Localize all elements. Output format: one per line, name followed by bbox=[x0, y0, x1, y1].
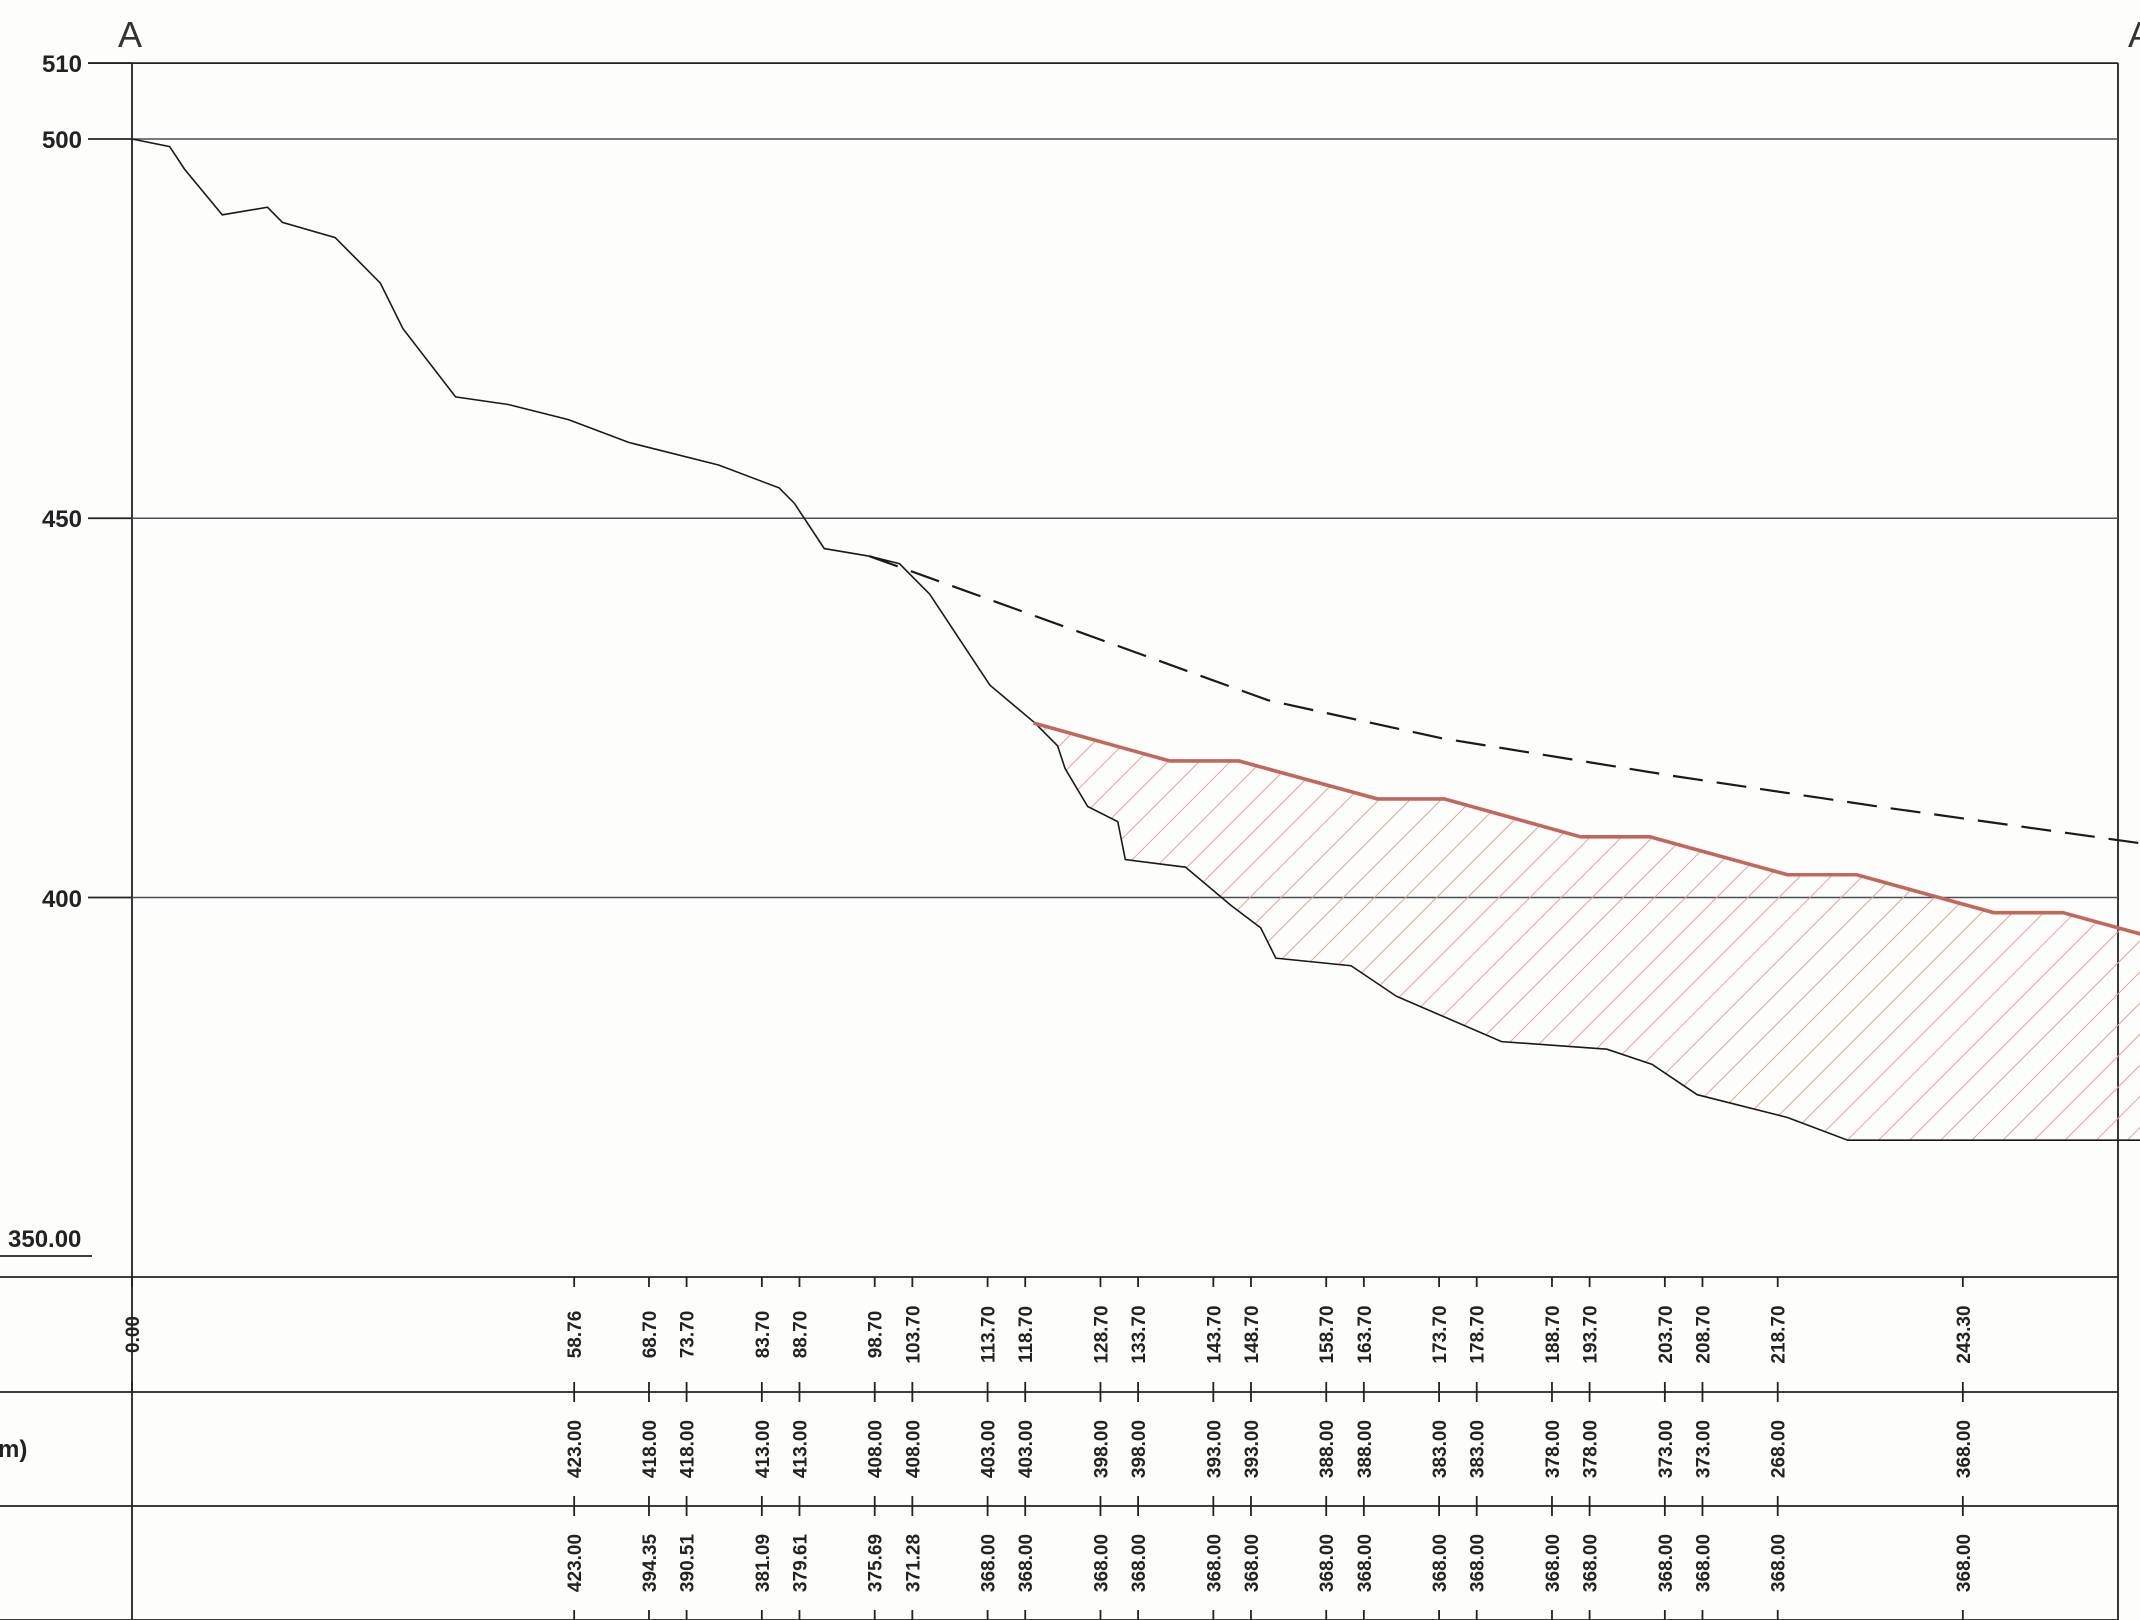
existing-elevation-label: 368.00 bbox=[1581, 1534, 1602, 1592]
existing-elevation-label: 394.35 bbox=[640, 1534, 661, 1593]
existing-elevation-label: 368.00 bbox=[1656, 1534, 1677, 1592]
existing-elevation-label: 368.00 bbox=[1016, 1534, 1037, 1592]
elevation-label-400: 400 bbox=[42, 886, 82, 913]
cut-zone-hatch bbox=[1033, 723, 2140, 1141]
designed-elevation-label: 368.00 bbox=[1954, 1420, 1975, 1478]
designed-elevation-label: 373.00 bbox=[1656, 1420, 1677, 1478]
profile-series bbox=[131, 138, 2140, 1142]
designed-elevation-label: 413.00 bbox=[753, 1420, 774, 1478]
distance-label: 73.70 bbox=[678, 1311, 699, 1359]
existing-elevation-label: 368.00 bbox=[1242, 1534, 1263, 1592]
existing-elevation-label: 379.61 bbox=[790, 1534, 811, 1593]
section-start-label: A bbox=[118, 14, 142, 55]
designed-elevation-label: 268.00 bbox=[1769, 1420, 1790, 1478]
existing-elevation-label: 381.09 bbox=[753, 1534, 774, 1592]
distance-label: 188.70 bbox=[1543, 1305, 1564, 1363]
designed-elevation-label: 393.00 bbox=[1242, 1420, 1263, 1478]
existing-elevation-label: 375.69 bbox=[866, 1534, 887, 1592]
designed-elevation-label: 373.00 bbox=[1693, 1420, 1714, 1478]
elevation-label-500: 500 bbox=[42, 127, 82, 154]
existing-elevation-label: 368.00 bbox=[1769, 1534, 1790, 1592]
designed-elevation-label: 388.00 bbox=[1317, 1420, 1338, 1478]
distance-label: 143.70 bbox=[1204, 1305, 1225, 1363]
designed-elevation-label: 408.00 bbox=[903, 1420, 924, 1478]
existing-elevation-label: 423.00 bbox=[565, 1534, 586, 1592]
distance-label: 158.70 bbox=[1317, 1305, 1338, 1363]
distance-label: 148.70 bbox=[1242, 1305, 1263, 1363]
existing-elevation-label: 368.00 bbox=[1129, 1534, 1150, 1592]
distance-label: 203.70 bbox=[1656, 1305, 1677, 1363]
designed-elevation-label: 423.00 bbox=[565, 1420, 586, 1478]
designed-elevation-label: 383.00 bbox=[1430, 1420, 1451, 1478]
grid-lines bbox=[88, 62, 2119, 1620]
designed-elevation-label: 403.00 bbox=[1016, 1420, 1037, 1478]
distance-label: 173.70 bbox=[1430, 1305, 1451, 1363]
designed-elevation-label: 418.00 bbox=[640, 1420, 661, 1478]
cut-fill-zone bbox=[1033, 723, 2140, 1141]
distance-label: 218.70 bbox=[1769, 1305, 1790, 1363]
distance-label: 0.00 bbox=[123, 1316, 144, 1353]
existing-elevation-label: 368.00 bbox=[1693, 1534, 1714, 1592]
distance-label: 243.30 bbox=[1954, 1305, 1975, 1363]
elevation-label-450: 450 bbox=[42, 506, 82, 533]
existing-elevation-label: 368.00 bbox=[1543, 1534, 1564, 1592]
existing-elevation-label: 368.00 bbox=[979, 1534, 1000, 1592]
designed-elevation-label: 378.00 bbox=[1543, 1420, 1564, 1478]
existing-ground-line bbox=[131, 138, 2140, 1142]
existing-elevation-label: 368.00 bbox=[1954, 1534, 1975, 1592]
existing-elevation-label: 390.51 bbox=[678, 1534, 699, 1593]
data-table: m) 0.00 58.76 68.70 73.70 83.70 88.70 98.70 103… bbox=[0, 1276, 2118, 1620]
existing-elevation-label: 368.00 bbox=[1355, 1534, 1376, 1592]
distance-label: 83.70 bbox=[753, 1311, 774, 1359]
distance-label: 98.70 bbox=[866, 1311, 887, 1359]
designed-elevation-label: 398.00 bbox=[1129, 1420, 1150, 1478]
distance-label: 113.70 bbox=[979, 1306, 1000, 1363]
distance-label: 88.70 bbox=[790, 1311, 811, 1359]
row-label-existing: m) bbox=[0, 1436, 27, 1463]
designed-elevation-label: 383.00 bbox=[1468, 1420, 1489, 1478]
elevation-axis: 510 500 450 400 350.00 bbox=[0, 51, 92, 1257]
designed-profile-line bbox=[1033, 721, 2140, 936]
existing-elevation-label: 368.00 bbox=[1091, 1534, 1112, 1592]
existing-elevation-label: 368.00 bbox=[1204, 1534, 1225, 1592]
designed-elevation-label: 403.00 bbox=[979, 1420, 1000, 1478]
designed-elevation-label: 388.00 bbox=[1355, 1420, 1376, 1478]
existing-elevation-label: 368.00 bbox=[1317, 1534, 1338, 1592]
distance-label: 178.70 bbox=[1468, 1305, 1489, 1363]
distance-label: 163.70 bbox=[1355, 1305, 1376, 1363]
distance-label: 133.70 bbox=[1129, 1305, 1150, 1363]
existing-elevation-label: 371.28 bbox=[903, 1534, 924, 1592]
distance-label: 208.70 bbox=[1693, 1305, 1714, 1363]
distance-label: 68.70 bbox=[640, 1311, 661, 1359]
designed-elevation-label: 413.00 bbox=[790, 1420, 811, 1478]
designed-elevation-label: 418.00 bbox=[678, 1420, 699, 1478]
distance-label: 193.70 bbox=[1581, 1305, 1602, 1363]
designed-elevation-label: 408.00 bbox=[866, 1420, 887, 1478]
existing-elevation-label: 368.00 bbox=[1468, 1534, 1489, 1592]
designed-elevation-label: 378.00 bbox=[1581, 1420, 1602, 1478]
datum-label: 350.00 bbox=[8, 1226, 81, 1253]
distance-label: 118.70 bbox=[1016, 1306, 1037, 1363]
distance-label: 128.70 bbox=[1091, 1305, 1112, 1363]
distance-label: 103.70 bbox=[903, 1305, 924, 1363]
distance-label: 58.76 bbox=[565, 1311, 586, 1359]
designed-elevation-label: 393.00 bbox=[1204, 1420, 1225, 1478]
existing-elevation-label: 368.00 bbox=[1430, 1534, 1451, 1592]
designed-elevation-label: 398.00 bbox=[1091, 1420, 1112, 1478]
elevation-label-510: 510 bbox=[42, 51, 82, 78]
section-end-label: A bbox=[2128, 14, 2140, 55]
